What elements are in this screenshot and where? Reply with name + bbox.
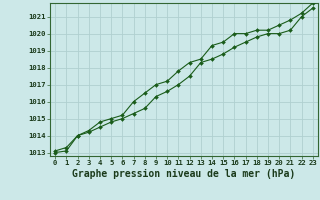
X-axis label: Graphe pression niveau de la mer (hPa): Graphe pression niveau de la mer (hPa)	[72, 169, 296, 179]
